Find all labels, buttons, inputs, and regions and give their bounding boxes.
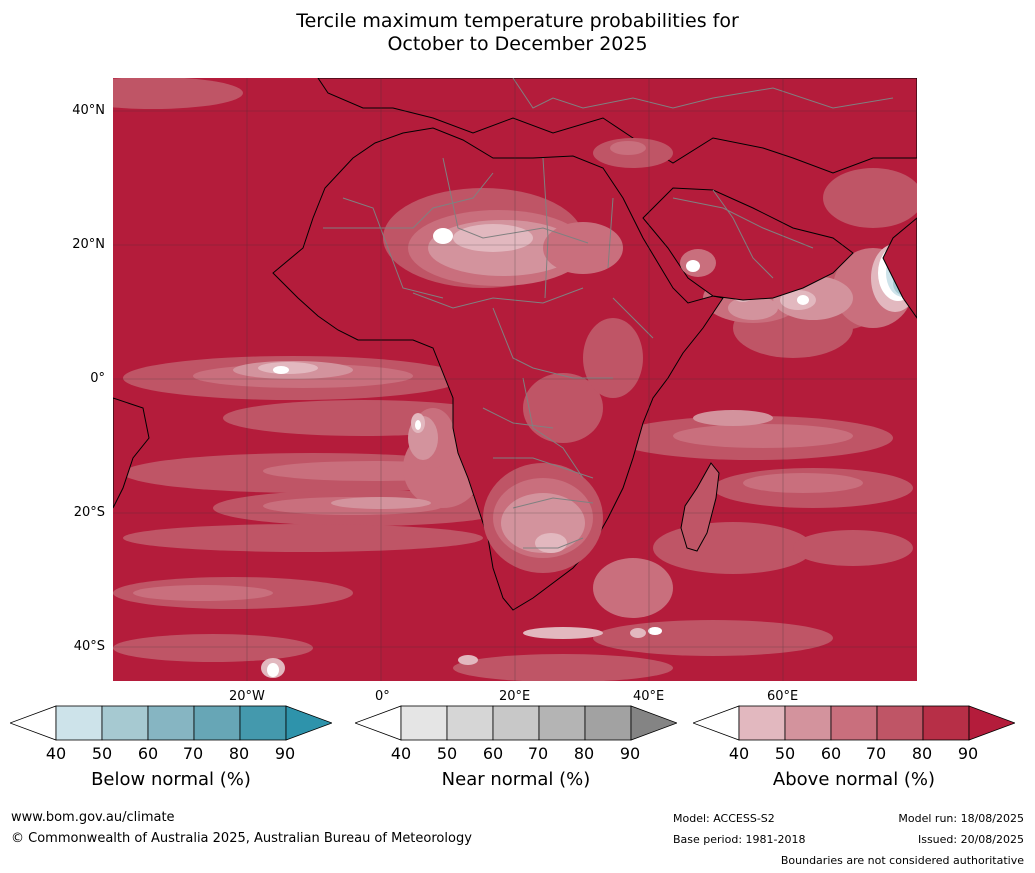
colorbar-near-normal [355, 705, 677, 741]
model-text: Model: ACCESS-S2 [673, 812, 775, 825]
colorbar-label-near: Near normal (%) [441, 769, 591, 790]
tick-label: 40 [728, 744, 750, 763]
base-period-text: Base period: 1981-2018 [673, 833, 806, 846]
lon-label-20e: 20°E [499, 689, 531, 704]
lat-label-20s: 20°S [73, 505, 105, 520]
colorbar-segment [738, 705, 786, 741]
title-line-1: Tercile maximum temperature probabilitie… [296, 10, 739, 32]
graticule [113, 78, 917, 681]
colorbar-extend-high [968, 705, 1015, 741]
africa-landmass [272, 127, 724, 611]
tick-label: 50 [91, 744, 113, 763]
colorbar-segment [193, 705, 241, 741]
colorbar-above-normal [693, 705, 1015, 741]
lon-label-0: 0° [375, 689, 390, 704]
colorbar-label-above: Above normal (%) [772, 769, 936, 790]
colorbar-segment [584, 705, 632, 741]
tick-label: 80 [911, 744, 933, 763]
copyright-text: © Commonwealth of Australia 2025, Austra… [11, 831, 472, 846]
colorbar-segment [101, 705, 149, 741]
chart-title: Tercile maximum temperature probabilitie… [0, 10, 1035, 56]
colorbar-extend-high [285, 705, 332, 741]
ocean-bands [113, 78, 917, 681]
lat-label-40n: 40°N [72, 103, 105, 118]
tick-label: 60 [482, 744, 504, 763]
lon-label-40e: 40°E [633, 689, 665, 704]
colorbar-segment [922, 705, 970, 741]
tick-label: 50 [436, 744, 458, 763]
lat-label-0: 0° [90, 371, 105, 386]
tick-label: 40 [45, 744, 67, 763]
title-line-2: October to December 2025 [387, 33, 648, 55]
tick-label: 70 [865, 744, 887, 763]
colorbar-segment [492, 705, 540, 741]
probability-map [113, 78, 917, 681]
tick-label: 70 [527, 744, 549, 763]
lon-label-60e: 60°E [767, 689, 799, 704]
arabia-landmass [642, 187, 854, 301]
tick-label: 80 [228, 744, 250, 763]
tick-label: 60 [137, 744, 159, 763]
tick-label: 70 [182, 744, 204, 763]
tick-label: 80 [573, 744, 595, 763]
colorbar-segment [830, 705, 878, 741]
europe-landmass [317, 78, 917, 174]
disclaimer-text: Boundaries are not considered authoritat… [780, 854, 1024, 867]
tick-label: 50 [774, 744, 796, 763]
colorbar-segment [876, 705, 924, 741]
colorbar-segment [147, 705, 195, 741]
tick-label: 90 [274, 744, 296, 763]
colorbar-segment [239, 705, 287, 741]
colorbar-segment [55, 705, 103, 741]
colorbar-segment [784, 705, 832, 741]
colorbar-extend-low [355, 705, 402, 741]
colorbar-segment [538, 705, 586, 741]
website-link[interactable]: www.bom.gov.au/climate [11, 810, 175, 825]
lat-label-40s: 40°S [73, 639, 105, 654]
issued-text: Issued: 20/08/2025 [917, 833, 1024, 846]
colorbar-segment [446, 705, 494, 741]
model-run-text: Model run: 18/08/2025 [898, 812, 1024, 825]
lat-label-20n: 20°N [72, 237, 105, 252]
colorbar-extend-low [693, 705, 740, 741]
tick-label: 90 [957, 744, 979, 763]
lon-label-20w: 20°W [229, 689, 265, 704]
tick-label: 60 [820, 744, 842, 763]
colorbar-label-below: Below normal (%) [91, 769, 251, 790]
colorbar-extend-high [630, 705, 677, 741]
tick-label: 90 [619, 744, 641, 763]
colorbar-below-normal [10, 705, 332, 741]
colorbar-segment [400, 705, 448, 741]
colorbar-extend-low [10, 705, 57, 741]
tick-label: 40 [390, 744, 412, 763]
